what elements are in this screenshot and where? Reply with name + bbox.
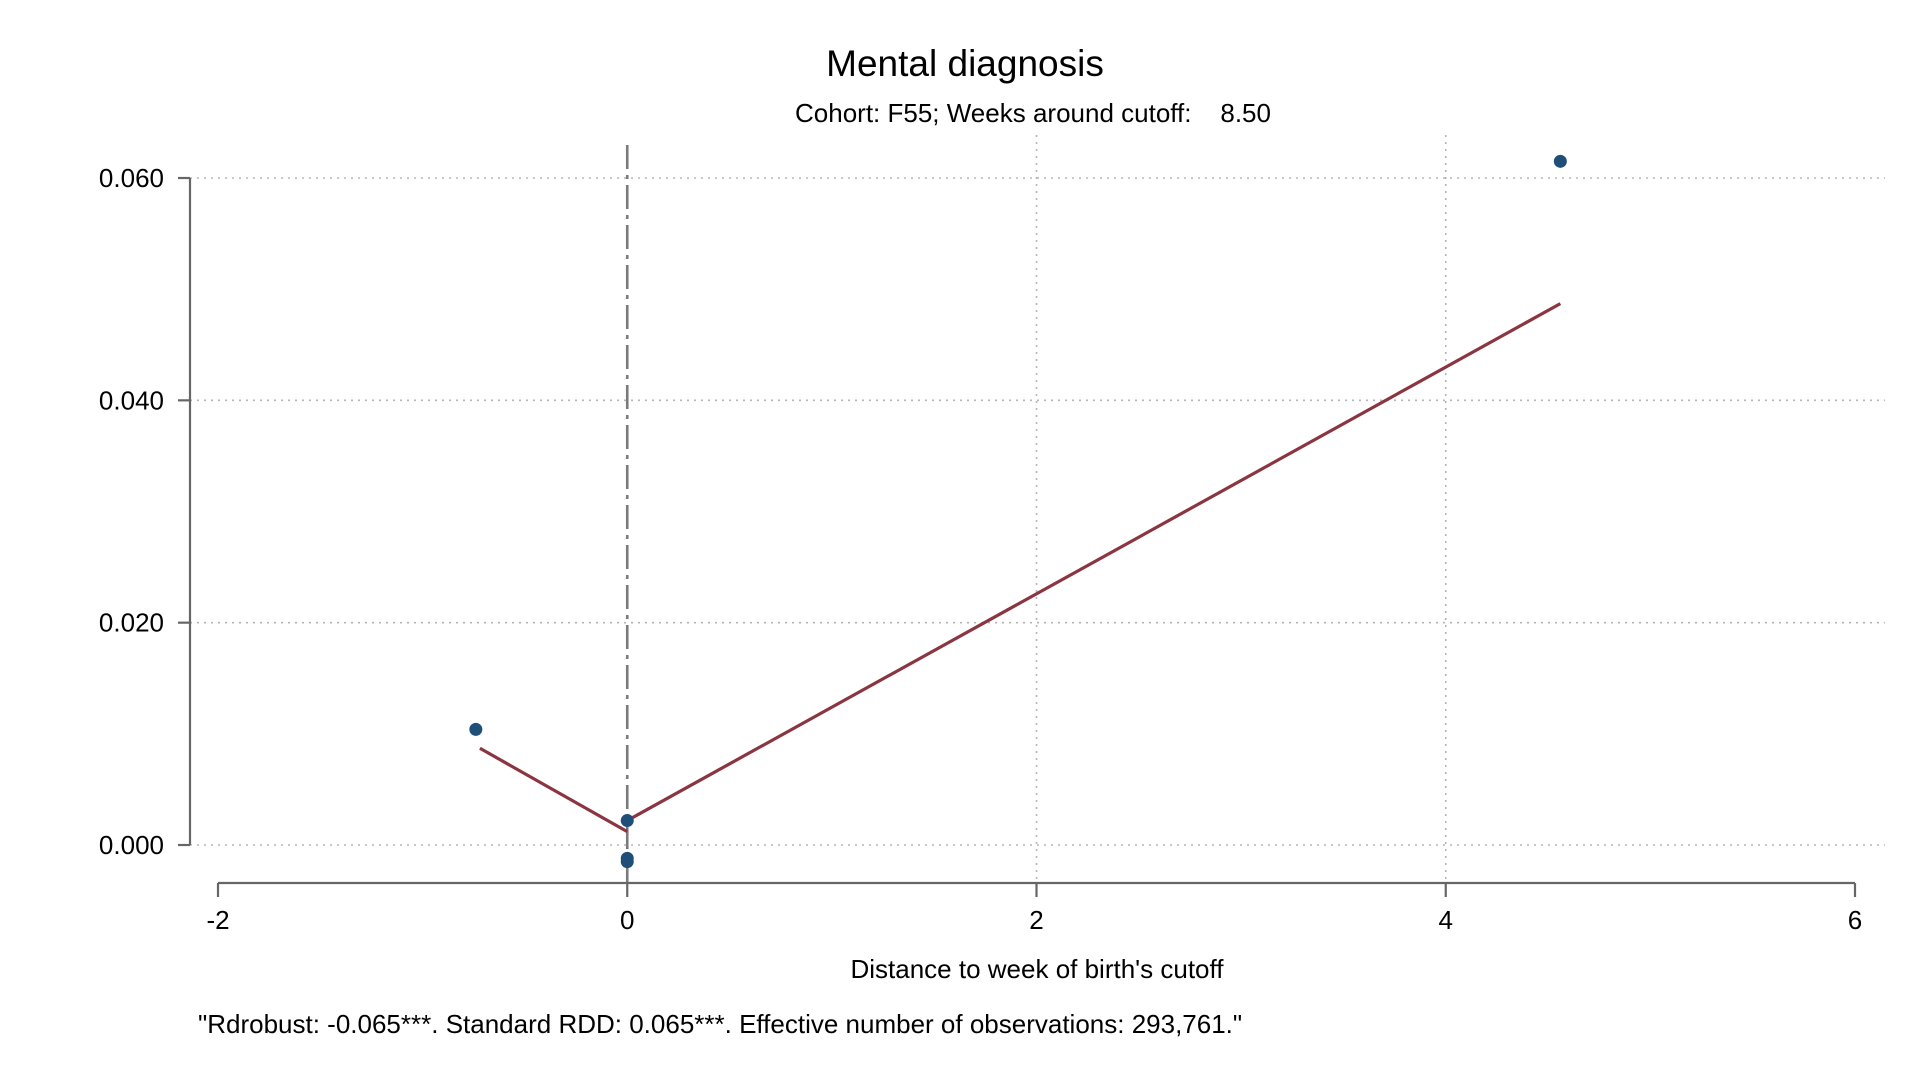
x-tick-label: 4 <box>1439 905 1453 935</box>
y-tick-label: 0.020 <box>99 608 164 638</box>
scatter-point <box>1553 154 1567 168</box>
x-axis-title: Distance to week of birth's cutoff <box>850 954 1224 984</box>
scatter-point <box>620 855 634 869</box>
x-tick-label: 6 <box>1848 905 1862 935</box>
chart-subtitle: Cohort: F55; Weeks around cutoff: 8.50 <box>795 98 1271 128</box>
chart-note: "Rdrobust: -0.065***. Standard RDD: 0.06… <box>198 1009 1242 1039</box>
scatter-point <box>469 722 483 736</box>
scatter-points <box>469 154 1567 869</box>
y-tick-label: 0.060 <box>99 163 164 193</box>
y-tick-label: 0.040 <box>99 385 164 415</box>
x-tick-label: 0 <box>620 905 634 935</box>
x-tick-label: 2 <box>1029 905 1043 935</box>
fit-lines <box>479 302 1562 834</box>
fit-line-right <box>626 302 1562 822</box>
y-tick-label: 0.000 <box>99 830 164 860</box>
axes: 0.000 0.020 0.040 0.060 -2 0 2 4 6 <box>99 163 1862 935</box>
gridlines <box>190 135 1885 883</box>
fit-line-left <box>479 746 629 834</box>
chart-title: Mental diagnosis <box>826 43 1104 84</box>
scatter-point <box>620 814 634 828</box>
x-tick-label: -2 <box>206 905 229 935</box>
